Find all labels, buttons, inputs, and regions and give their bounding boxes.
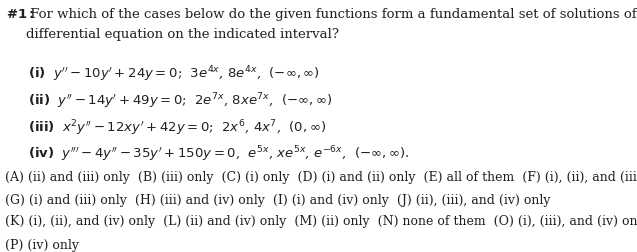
Text: (G) (i) and (iii) only  (H) (iii) and (iv) only  (I) (i) and (iv) only  (J) (ii): (G) (i) and (iii) only (H) (iii) and (iv… bbox=[5, 193, 550, 206]
Text: (K) (i), (ii), and (iv) only  (L) (ii) and (iv) only  (M) (ii) only  (N) none of: (K) (i), (ii), and (iv) only (L) (ii) an… bbox=[5, 214, 637, 227]
Text: (A) (ii) and (iii) only  (B) (iii) only  (C) (i) only  (D) (i) and (ii) only  (E: (A) (ii) and (iii) only (B) (iii) only (… bbox=[5, 170, 637, 183]
Text: $\mathbf{\#1:}$: $\mathbf{\#1:}$ bbox=[6, 8, 34, 21]
Text: (P) (iv) only: (P) (iv) only bbox=[5, 238, 79, 251]
Text: $\mathbf{(ii)}$  $y'' - 14y' + 49y = 0$;  $2e^{7x}$, $8xe^{7x}$,  $(-\infty, \in: $\mathbf{(ii)}$ $y'' - 14y' + 49y = 0$; … bbox=[28, 91, 333, 110]
Text: differential equation on the indicated interval?: differential equation on the indicated i… bbox=[25, 28, 339, 41]
Text: $\mathbf{(iii)}$  $x^2y'' - 12xy' + 42y = 0$;  $2x^6$, $4x^7$,  $(0, \infty)$: $\mathbf{(iii)}$ $x^2y'' - 12xy' + 42y =… bbox=[28, 118, 326, 137]
Text: For which of the cases below do the given functions form a fundamental set of so: For which of the cases below do the give… bbox=[25, 8, 637, 21]
Text: $\mathbf{(i)}$  $y'' - 10y' + 24y = 0$;  $3e^{4x}$, $8e^{4x}$,  $(-\infty, \inft: $\mathbf{(i)}$ $y'' - 10y' + 24y = 0$; $… bbox=[28, 64, 320, 84]
Text: $\mathbf{(iv)}$  $y''' - 4y'' - 35y' + 150y = 0$,  $e^{5x}$, $xe^{5x}$, $e^{-6x}: $\mathbf{(iv)}$ $y''' - 4y'' - 35y' + 15… bbox=[28, 144, 410, 164]
